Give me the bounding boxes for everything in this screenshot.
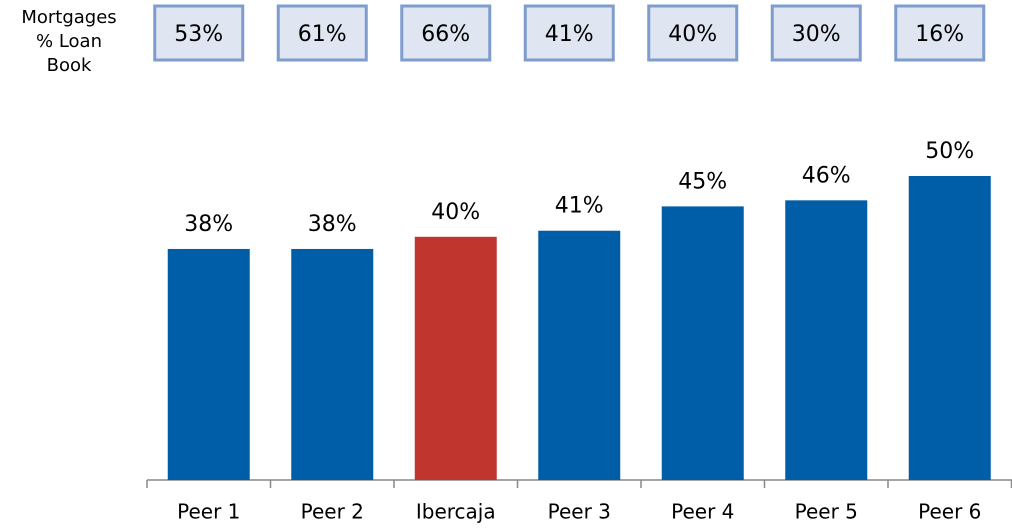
bar bbox=[291, 248, 374, 480]
bar bbox=[538, 230, 621, 480]
mortgage-label: 66% bbox=[421, 22, 470, 47]
mortgage-box bbox=[400, 4, 492, 62]
bar bbox=[414, 236, 497, 480]
data-label: 41% bbox=[555, 194, 604, 219]
mortgage-box bbox=[647, 4, 739, 62]
x-tick-label: Peer 1 bbox=[177, 500, 240, 524]
bar bbox=[908, 176, 991, 480]
bar bbox=[785, 200, 868, 480]
mortgage-label: 16% bbox=[915, 22, 964, 47]
x-tick-label: Peer 4 bbox=[671, 500, 734, 524]
data-label: 50% bbox=[925, 139, 974, 164]
data-label: 40% bbox=[431, 200, 480, 225]
data-label: 38% bbox=[184, 212, 233, 237]
mortgage-label: 53% bbox=[174, 22, 223, 47]
row-label: Mortgages % Loan Book bbox=[21, 7, 117, 76]
x-tick-label: Peer 5 bbox=[795, 500, 858, 524]
mortgage-box bbox=[523, 4, 615, 62]
x-tick-label: Peer 6 bbox=[918, 500, 981, 524]
data-label: 45% bbox=[678, 169, 727, 194]
mortgage-box bbox=[153, 4, 245, 62]
x-tick-label: Peer 2 bbox=[301, 500, 364, 524]
mortgage-box bbox=[894, 4, 986, 62]
data-label: 38% bbox=[308, 212, 357, 237]
mortgage-box bbox=[770, 4, 862, 62]
mortgage-label: 30% bbox=[792, 22, 841, 47]
x-tick-label: Ibercaja bbox=[416, 500, 496, 524]
bar bbox=[167, 248, 250, 480]
x-tick-label: Peer 3 bbox=[548, 500, 611, 524]
bar bbox=[661, 206, 744, 480]
mortgage-label: 40% bbox=[668, 22, 717, 47]
data-label: 46% bbox=[802, 163, 851, 188]
mortgage-label: 61% bbox=[298, 22, 347, 47]
mortgage-box bbox=[276, 4, 368, 62]
mortgage-label: 41% bbox=[545, 22, 594, 47]
